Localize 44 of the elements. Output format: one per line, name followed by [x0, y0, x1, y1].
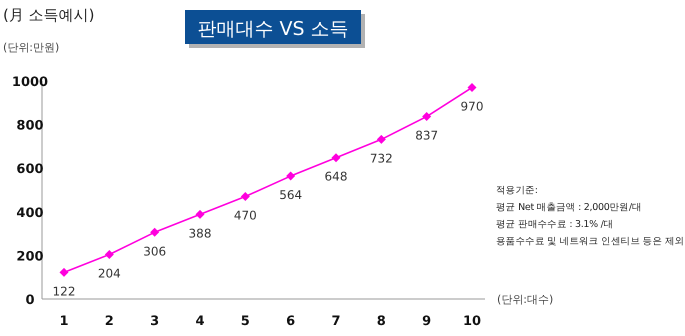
x-tick-label: 10 — [462, 314, 482, 329]
y-tick-label: 1000 — [12, 75, 48, 90]
point — [196, 210, 204, 219]
point — [332, 153, 340, 162]
point — [468, 83, 476, 92]
point — [286, 172, 296, 181]
text: 평균 Net 매출금액 : 2,000만원/대 — [496, 202, 642, 213]
y-tick-label: 800 — [16, 118, 44, 134]
chart-subtitle: (月 소득예시) — [3, 6, 94, 24]
x-tick-label: 2 — [104, 314, 114, 329]
data-label: 970 — [460, 100, 484, 114]
x-tick-label: 1 — [59, 314, 69, 329]
y-axis-title: (단위:만원) — [3, 41, 60, 54]
y-tick-label: 200 — [16, 249, 44, 264]
chart-title: 판매대수 VS 소득 — [197, 18, 349, 40]
x-tick-label: 5 — [240, 314, 250, 329]
data-label: 564 — [279, 188, 302, 202]
text: 평균 판매수수료 : 3.1% /대 — [496, 219, 614, 230]
x-tick-label: 6 — [286, 314, 296, 329]
point — [150, 228, 160, 237]
text: 용품수수료 및 네트워크 인센티브 등은 제외 — [496, 236, 684, 247]
data-label: 122 — [52, 284, 76, 298]
y-tick-label: 0 — [25, 293, 35, 308]
point — [60, 268, 68, 277]
point — [240, 192, 250, 202]
data-label: 306 — [143, 244, 166, 258]
x-tick-label: 3 — [150, 314, 160, 329]
point — [376, 134, 386, 144]
data-label: 204 — [98, 266, 121, 281]
data-label: 732 — [370, 151, 393, 166]
point — [104, 250, 114, 260]
x-tick-label: 7 — [331, 314, 341, 329]
x-axis-title: (단위:대수) — [497, 293, 554, 306]
data-label: 648 — [324, 170, 348, 184]
x-tick-label: 9 — [422, 314, 432, 329]
y-tick-label: 600 — [16, 162, 44, 178]
x-tick-label: 4 — [195, 314, 205, 329]
text: 적용기준: — [496, 185, 538, 196]
point — [422, 112, 432, 122]
data-label: 388 — [188, 226, 212, 240]
y-tick-label: 400 — [16, 206, 44, 221]
data-label: 837 — [415, 128, 438, 143]
data-label: 470 — [234, 208, 257, 223]
x-tick-label: 8 — [376, 314, 386, 329]
